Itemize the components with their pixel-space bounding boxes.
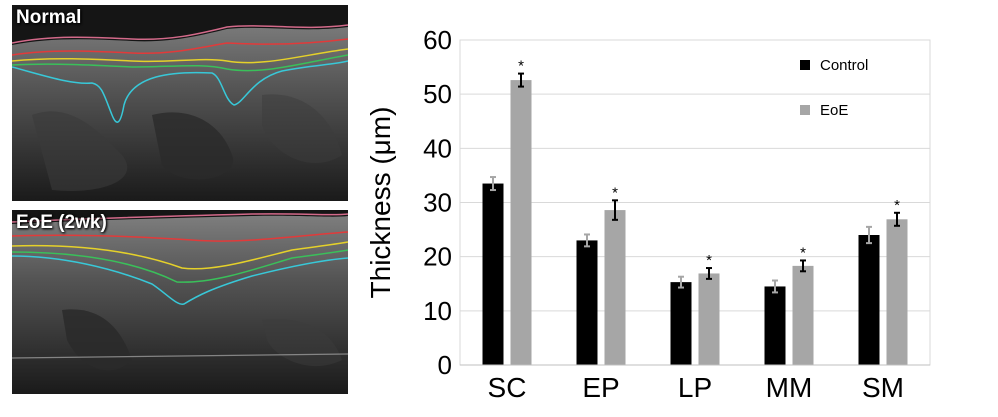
y-tick-label: 20 bbox=[423, 242, 452, 272]
legend-swatch bbox=[800, 60, 810, 70]
thickness-bar-chart: 0 10 20 30 40 50 60 Thickness (μm) * SC * EP * LP * MM *… bbox=[365, 25, 931, 403]
significance-marker: * bbox=[518, 58, 524, 75]
y-tick-label: 30 bbox=[423, 188, 452, 218]
bar bbox=[604, 210, 626, 365]
x-tick-label: EP bbox=[582, 372, 619, 403]
bar bbox=[576, 240, 598, 365]
panel-label-eoe: EoE (2wk) bbox=[16, 212, 107, 233]
y-tick-label: 50 bbox=[423, 79, 452, 109]
bar bbox=[670, 282, 692, 365]
bar bbox=[698, 273, 720, 365]
significance-marker: * bbox=[894, 197, 900, 214]
x-tick-label: SM bbox=[862, 372, 904, 403]
x-tick-label: MM bbox=[766, 372, 813, 403]
x-tick-label: LP bbox=[678, 372, 712, 403]
x-tick-label: SC bbox=[488, 372, 527, 403]
oct-scan-normal-graphic bbox=[12, 5, 348, 201]
bar bbox=[482, 183, 504, 365]
oct-scan-eoe-graphic bbox=[12, 210, 348, 394]
legend-label: EoE bbox=[820, 102, 848, 119]
y-tick-label: 10 bbox=[423, 296, 452, 326]
oct-image-normal: Normal bbox=[12, 5, 348, 201]
bar bbox=[886, 219, 908, 365]
significance-marker: * bbox=[612, 184, 618, 201]
y-axis-label: Thickness (μm) bbox=[365, 107, 396, 299]
bar bbox=[858, 235, 880, 365]
oct-image-eoe: EoE (2wk) bbox=[12, 210, 348, 394]
y-tick-label: 60 bbox=[423, 25, 452, 55]
significance-marker: * bbox=[800, 244, 806, 261]
legend-label: Control bbox=[820, 57, 868, 74]
y-tick-label: 40 bbox=[423, 133, 452, 163]
panel-label-normal: Normal bbox=[16, 7, 82, 28]
bar bbox=[510, 80, 532, 365]
bar bbox=[792, 265, 814, 365]
legend-swatch bbox=[800, 105, 810, 115]
y-tick-label: 0 bbox=[438, 350, 452, 380]
significance-marker: * bbox=[706, 252, 712, 269]
bar bbox=[764, 286, 786, 365]
